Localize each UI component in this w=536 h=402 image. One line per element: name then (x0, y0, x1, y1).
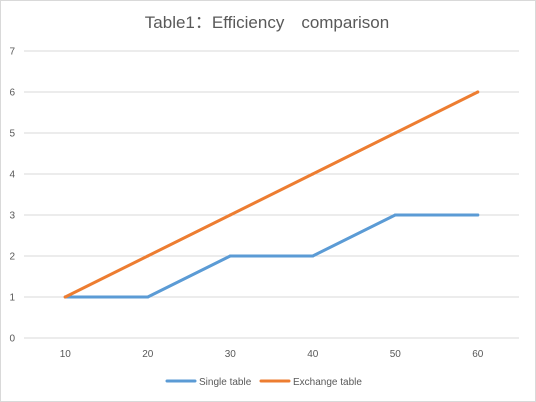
legend-label-1: Exchange table (293, 377, 362, 388)
x-tick-label: 60 (472, 349, 484, 360)
series-line-1 (63, 90, 480, 299)
chart-title: Table1：Efficiency comparison (145, 13, 389, 32)
data-point (63, 295, 67, 299)
data-point (393, 213, 397, 217)
data-point (311, 254, 315, 258)
y-tick-label: 1 (9, 293, 15, 304)
y-tick-label: 5 (9, 129, 15, 140)
data-point (146, 295, 150, 299)
data-point (393, 131, 397, 135)
x-tick-label: 20 (142, 349, 154, 360)
x-tick-label: 30 (225, 349, 237, 360)
series-lines (63, 90, 480, 299)
y-tick-label: 0 (9, 334, 15, 345)
data-point (146, 254, 150, 258)
data-point (476, 90, 480, 94)
y-tick-label: 7 (9, 47, 15, 58)
data-point (476, 213, 480, 217)
legend-label-0: Single table (199, 377, 252, 388)
y-tick-label: 6 (9, 88, 15, 99)
data-point (228, 254, 232, 258)
x-tick-label: 40 (307, 349, 319, 360)
x-tick-label: 10 (60, 349, 72, 360)
x-axis-ticks: 10 20 30 40 50 60 (60, 349, 484, 360)
data-point (311, 172, 315, 176)
y-tick-label: 3 (9, 211, 15, 222)
y-axis-ticks: 0 1 2 3 4 5 6 7 (9, 47, 15, 345)
legend: Single table Exchange table (165, 377, 362, 388)
x-tick-label: 50 (390, 349, 402, 360)
y-tick-label: 2 (9, 252, 15, 263)
series-line-0 (63, 213, 480, 299)
data-point (228, 213, 232, 217)
y-tick-label: 4 (9, 170, 15, 181)
